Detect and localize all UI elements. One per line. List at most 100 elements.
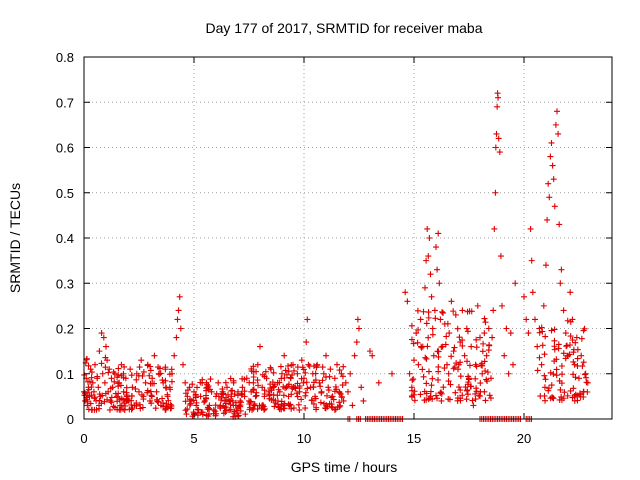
data-point (547, 369, 554, 376)
data-point (557, 280, 564, 287)
data-point (176, 293, 183, 300)
data-point (481, 388, 488, 395)
data-point (325, 387, 332, 394)
data-point (495, 94, 502, 101)
data-point (302, 369, 309, 376)
data-point (148, 392, 155, 399)
data-point (548, 382, 555, 389)
data-point (313, 404, 320, 411)
data-point (510, 361, 516, 368)
data-point (336, 388, 343, 395)
data-point (318, 388, 325, 395)
data-point (438, 390, 445, 397)
data-point (486, 392, 493, 399)
data-point (177, 325, 184, 332)
data-point (432, 315, 439, 322)
data-point (225, 391, 232, 398)
data-point (578, 335, 585, 342)
data-point (300, 366, 307, 373)
data-point (455, 384, 462, 391)
data-point (472, 396, 479, 403)
data-point (435, 353, 442, 360)
data-point (224, 384, 230, 391)
data-point (174, 316, 181, 323)
data-point (317, 399, 324, 406)
data-point (158, 402, 164, 409)
y-tick-label: 0.6 (56, 141, 74, 156)
data-point (534, 343, 541, 350)
data-point (218, 397, 225, 404)
data-point (215, 379, 222, 386)
data-point (434, 395, 441, 402)
data-point (212, 408, 219, 415)
data-point (319, 364, 326, 371)
data-point (545, 180, 552, 187)
data-point (450, 365, 457, 372)
data-point (98, 330, 105, 337)
data-point (435, 363, 442, 370)
data-point (333, 386, 340, 393)
data-point (556, 396, 563, 403)
data-point (166, 384, 173, 391)
data-point (92, 361, 98, 368)
data-point (560, 307, 567, 314)
data-point (411, 388, 418, 395)
data-point (494, 103, 501, 110)
data-point (337, 402, 344, 409)
data-point (151, 352, 158, 359)
data-point (437, 316, 444, 323)
data-point (540, 302, 547, 309)
data-point (450, 348, 457, 355)
data-point (168, 378, 175, 385)
data-point (88, 374, 95, 381)
data-point (572, 391, 579, 398)
data-point (581, 371, 588, 378)
data-point (490, 307, 497, 314)
data-point (469, 397, 476, 404)
data-point (117, 402, 124, 409)
data-point (579, 363, 586, 370)
data-point (419, 366, 426, 373)
data-point (484, 378, 491, 385)
data-point (492, 189, 499, 196)
data-point (84, 402, 91, 409)
data-point (162, 406, 169, 413)
data-point (203, 379, 210, 386)
data-point (304, 316, 311, 323)
data-point (573, 334, 580, 341)
data-point (450, 308, 457, 315)
data-point (219, 388, 226, 395)
data-point (492, 144, 499, 151)
data-point (422, 284, 428, 291)
data-point (435, 376, 442, 383)
data-point (86, 393, 93, 400)
data-point (444, 361, 450, 368)
data-point (451, 344, 458, 351)
data-point (417, 391, 424, 398)
data-point (483, 376, 490, 383)
data-point (123, 389, 130, 396)
data-point (336, 399, 343, 406)
data-point (183, 411, 190, 418)
data-point (295, 401, 302, 408)
data-point (567, 342, 574, 349)
data-point (537, 393, 544, 400)
data-point (413, 330, 420, 337)
data-point (285, 368, 292, 375)
data-point (101, 379, 108, 386)
data-point (549, 394, 556, 401)
data-point (570, 371, 577, 378)
data-point (455, 361, 462, 368)
data-point (87, 400, 94, 407)
data-point (118, 395, 125, 402)
data-point (228, 393, 235, 400)
data-point (300, 379, 307, 386)
data-point (293, 390, 300, 397)
data-point (340, 363, 347, 370)
data-point (292, 384, 299, 391)
data-point (541, 372, 548, 379)
data-point (302, 405, 309, 412)
data-point (539, 342, 546, 349)
data-point (338, 393, 345, 400)
